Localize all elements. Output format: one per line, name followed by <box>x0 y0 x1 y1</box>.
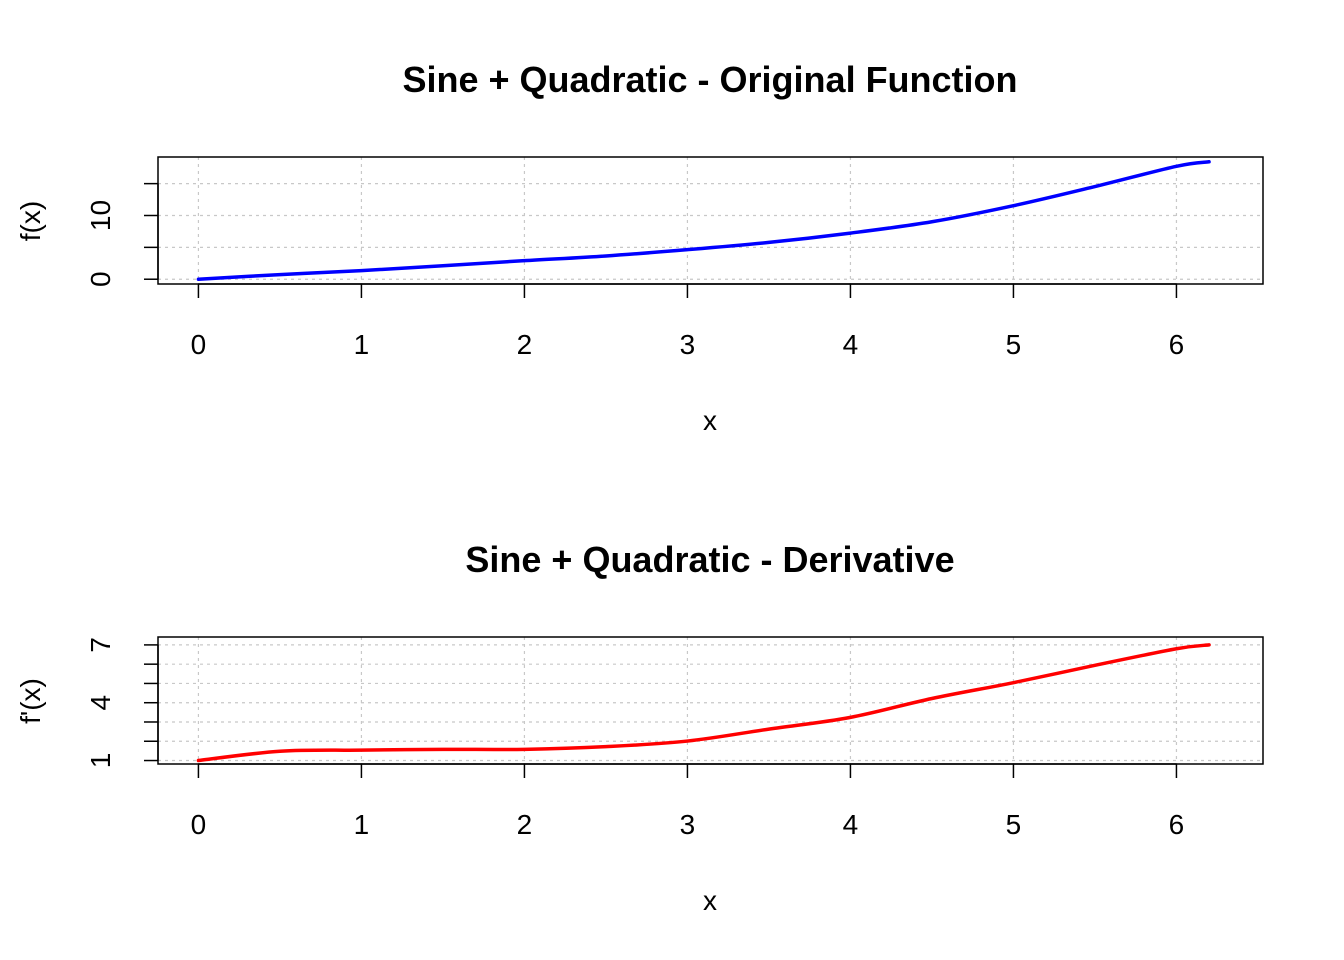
x-tick-label: 3 <box>680 809 696 840</box>
x-tick-label: 4 <box>843 329 859 360</box>
x-tick-label: 3 <box>680 329 696 360</box>
y-axis: 1 4 7 <box>85 637 159 769</box>
x-tick-label: 2 <box>517 809 533 840</box>
x-tick-label: 6 <box>1169 329 1185 360</box>
y-tick-label: 4 <box>85 695 116 711</box>
y-axis-label: f'(x) <box>15 678 46 724</box>
plot-frame <box>157 636 1264 765</box>
y-axis: 0 10 <box>85 182 159 287</box>
original-function-panel: Sine + Quadratic - Original Function 0 1 2… <box>15 59 1264 436</box>
x-tick-label: 4 <box>843 809 859 840</box>
x-tick-label: 1 <box>354 329 370 360</box>
plot-frame <box>157 156 1264 285</box>
chart-title: Sine + Quadratic - Derivative <box>465 539 954 580</box>
series-line <box>196 160 1211 281</box>
derivative-panel: Sine + Quadratic - Derivative 0 1 2 3 4 5 6 1 4… <box>15 539 1264 916</box>
x-tick-label: 1 <box>354 809 370 840</box>
x-tick-label: 6 <box>1169 809 1185 840</box>
x-axis-label: x <box>703 885 717 916</box>
y-tick-label: 10 <box>85 200 116 231</box>
series-group <box>196 643 1211 763</box>
x-axis-label: x <box>703 405 717 436</box>
x-tick-label: 0 <box>191 809 207 840</box>
x-axis: 0 1 2 3 4 5 6 <box>191 283 1185 360</box>
y-tick-label: 0 <box>85 271 116 287</box>
x-tick-label: 5 <box>1006 329 1022 360</box>
y-tick-label: 1 <box>85 753 116 769</box>
y-axis-label: f(x) <box>15 201 46 241</box>
x-axis: 0 1 2 3 4 5 6 <box>191 763 1185 840</box>
grid <box>158 157 1263 284</box>
x-tick-label: 5 <box>1006 809 1022 840</box>
grid <box>158 637 1263 764</box>
series-line <box>196 643 1211 763</box>
series-group <box>196 160 1211 281</box>
x-tick-label: 0 <box>191 329 207 360</box>
chart-title: Sine + Quadratic - Original Function <box>402 59 1017 100</box>
y-tick-label: 7 <box>85 637 116 653</box>
x-tick-label: 2 <box>517 329 533 360</box>
